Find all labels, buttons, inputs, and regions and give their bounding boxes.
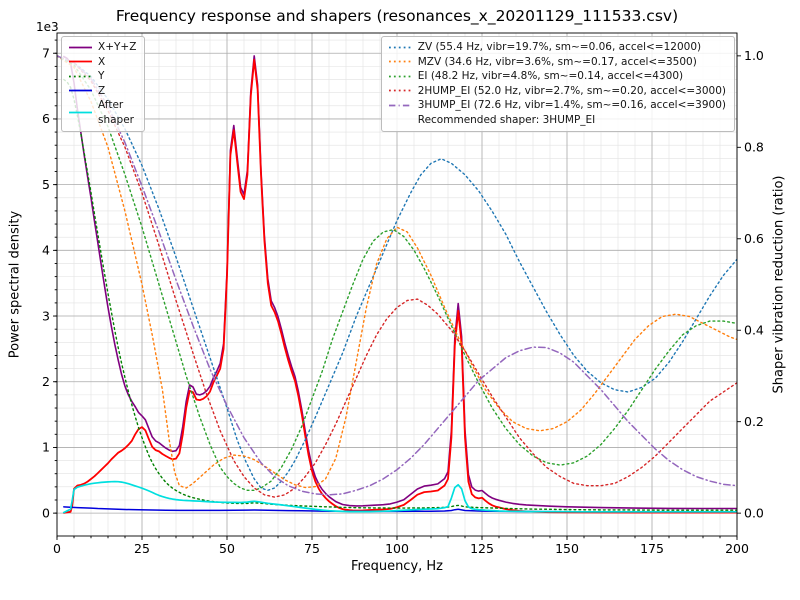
x-tick-label: 50 — [219, 541, 235, 556]
legend-line-sample — [388, 104, 412, 107]
series-mzv — [57, 55, 737, 489]
tick-labels: 0 25 50 75 100 125 150 175 200 0 1 2 3 4 5 6 7 0.0 0.2 0.4 0… — [42, 46, 764, 556]
series-zv — [57, 55, 737, 491]
legend-line-sample — [69, 111, 92, 114]
x-tick-label: 75 — [304, 541, 320, 556]
legend-item: X — [68, 55, 136, 70]
legend-item: 2HUMP_EI (52.0 Hz, vibr=2.7%, sm~=0.20, … — [388, 84, 726, 99]
legend-label: Y — [98, 70, 105, 82]
legend-line-sample — [69, 75, 92, 78]
x-axis-label: Frequency, Hz — [350, 559, 444, 574]
series-2hump-ei — [57, 55, 737, 498]
x-tick-label: 175 — [640, 541, 664, 556]
y-right-tick-label: 1.0 — [744, 48, 764, 63]
legend-item: EI (48.2 Hz, vibr=4.8%, sm~=0.14, accel<… — [388, 69, 726, 84]
legend-item: X+Y+Z — [68, 40, 136, 55]
series-ei — [57, 55, 737, 491]
y-left-tick-label: 3 — [42, 308, 50, 323]
chart-title: Frequency response and shapers (resonanc… — [115, 7, 679, 25]
legend-item: Y — [68, 69, 136, 84]
y-left-tick-label: 5 — [42, 177, 50, 192]
legend-line-sample — [388, 46, 412, 49]
y-right-tick-label: 0.2 — [744, 414, 764, 429]
legend-label: MZV (34.6 Hz, vibr=3.6%, sm~=0.17, accel… — [417, 55, 697, 68]
legend-note-text: Recommended shaper: 3HUMP_EI — [417, 113, 596, 126]
y-right-tick-label: 0.0 — [744, 505, 764, 520]
series-x-y-z — [63, 55, 737, 510]
y-right-tick-label: 0.8 — [744, 140, 764, 155]
legend-line-sample — [388, 60, 412, 63]
x-tick-label: 200 — [725, 541, 749, 556]
legend-label: X — [98, 55, 106, 68]
axis-offset-label: 1e3 — [36, 20, 59, 34]
series-x — [62, 58, 737, 514]
legend-label: X+Y+Z — [98, 41, 137, 53]
y-left-tick-label: 1 — [42, 440, 50, 455]
y-left-tick-label: 6 — [42, 111, 50, 126]
legend-line-sample — [69, 46, 92, 49]
legend-label: EI (48.2 Hz, vibr=4.8%, sm~=0.14, accel<… — [417, 70, 684, 82]
y-left-tick-label: 0 — [42, 505, 50, 520]
legend-label: 3HUMP_EI (72.6 Hz, vibr=1.4%, sm~=0.16, … — [417, 99, 726, 111]
y-right-tick-label: 0.6 — [744, 231, 764, 246]
x-tick-label: 100 — [385, 541, 409, 556]
legend-item: 3HUMP_EI (72.6 Hz, vibr=1.4%, sm~=0.16, … — [388, 98, 726, 113]
y-axis-label-right: Shaper vibration reduction (ratio) — [771, 175, 787, 394]
series-y — [63, 78, 737, 511]
legend-line-sample — [69, 89, 92, 92]
legend-label: ZV (55.4 Hz, vibr=19.7%, sm~=0.06, accel… — [417, 41, 702, 53]
series-3hump-ei — [57, 55, 737, 496]
legend-label: 2HUMP_EI (52.0 Hz, vibr=2.7%, sm~=0.20, … — [417, 84, 726, 97]
legend-label: Z — [98, 84, 106, 97]
x-tick-label: 0 — [53, 541, 61, 556]
legend-note: Recommended shaper: 3HUMP_EI — [388, 113, 726, 128]
y-right-tick-label: 0.4 — [744, 323, 764, 338]
legend-label: After shaper — [98, 99, 135, 126]
legend-item: After shaper — [68, 98, 136, 127]
y-left-tick-label: 7 — [42, 46, 50, 61]
legend-item: ZV (55.4 Hz, vibr=19.7%, sm~=0.06, accel… — [388, 40, 726, 55]
axis-ticks — [53, 39, 741, 540]
series-after-shaper — [62, 480, 737, 514]
legend-line-sample — [69, 60, 92, 63]
legend-line-sample — [388, 75, 412, 78]
legend-line-sample — [388, 89, 412, 92]
shaper-legend: ZV (55.4 Hz, vibr=19.7%, sm~=0.06, accel… — [380, 36, 735, 132]
y-left-tick-label: 4 — [42, 243, 50, 258]
x-tick-label: 150 — [555, 541, 579, 556]
x-tick-label: 25 — [134, 541, 150, 556]
x-tick-label: 125 — [470, 541, 494, 556]
legend-item: MZV (34.6 Hz, vibr=3.6%, sm~=0.17, accel… — [388, 55, 726, 70]
y-left-tick-label: 2 — [42, 374, 50, 389]
series-group — [57, 55, 737, 514]
legend-item: Z — [68, 84, 136, 99]
psd-legend: X+Y+Z X Y Z After shaper — [61, 36, 146, 132]
y-axis-label-left: Power spectral density — [7, 210, 23, 359]
